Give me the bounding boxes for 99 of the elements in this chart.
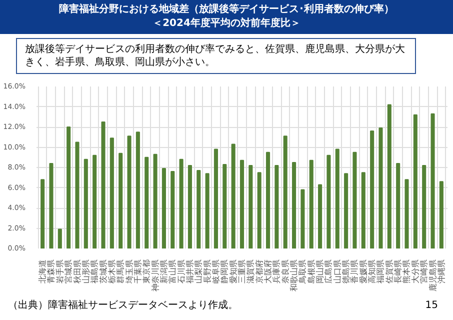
bar xyxy=(231,144,236,248)
x-tick-label: 愛知県 xyxy=(228,260,238,284)
bar xyxy=(274,164,279,248)
bar xyxy=(136,132,140,248)
bar xyxy=(101,121,106,248)
chart-title: 障害福祉分野における地域差（放課後等デイサービス･利用者数の伸び率） xyxy=(59,4,394,15)
x-tick-label: 香川県 xyxy=(350,260,360,284)
bar xyxy=(222,164,227,248)
x-tick-label: 茨城県 xyxy=(98,260,108,284)
bar xyxy=(396,162,400,248)
x-tick-label: 静岡県 xyxy=(220,260,230,284)
bar xyxy=(309,160,314,248)
bar xyxy=(144,156,149,248)
x-tick-label: 山梨県 xyxy=(194,260,204,284)
x-tick-label: 愛媛県 xyxy=(358,260,368,284)
bar xyxy=(266,152,270,248)
bar xyxy=(283,136,288,248)
bar xyxy=(84,158,88,248)
bar xyxy=(179,158,184,248)
bar xyxy=(335,148,340,248)
bar xyxy=(162,168,166,248)
bar xyxy=(326,154,331,248)
x-tick-label: 新潟県 xyxy=(159,260,168,284)
bar xyxy=(75,142,80,248)
x-tick-label: 鹿児島県 xyxy=(428,260,438,292)
x-tick-label: 北海道 xyxy=(38,260,48,284)
x-tick-label: 鳥取県 xyxy=(298,260,308,284)
x-tick-label: 埼玉県 xyxy=(124,260,134,284)
x-tick-label: 群馬県 xyxy=(116,260,126,284)
x-tick-label: 東京都 xyxy=(142,260,152,284)
bar xyxy=(370,130,374,248)
bar xyxy=(127,136,132,248)
x-tick-label: 福岡県 xyxy=(376,260,386,284)
bar xyxy=(58,228,62,248)
bar xyxy=(240,160,244,248)
x-tick-label: 長野県 xyxy=(202,260,212,284)
x-tick-label: 和歌山県 xyxy=(290,260,299,292)
x-tick-label: 宮城県 xyxy=(64,260,74,284)
bar xyxy=(214,148,218,248)
bar xyxy=(430,113,435,248)
x-tick-label: 富山県 xyxy=(168,260,178,284)
bar xyxy=(118,152,123,248)
bar xyxy=(422,164,426,248)
bar xyxy=(352,152,357,248)
x-tick-label: 徳島県 xyxy=(342,260,351,284)
bar xyxy=(387,104,392,248)
x-tick-label: 奈良県 xyxy=(280,260,290,284)
bar xyxy=(49,162,54,248)
bar xyxy=(205,173,210,248)
bar xyxy=(153,154,158,248)
x-tick-label: 兵庫県 xyxy=(272,260,282,284)
bar xyxy=(196,170,201,248)
x-tick-label: 佐賀県 xyxy=(384,260,394,284)
x-tick-label: 青森県 xyxy=(46,260,56,284)
bar xyxy=(378,128,383,248)
x-tick-label: 秋田県 xyxy=(72,260,82,284)
bar xyxy=(170,171,175,248)
x-tick-label: 三重県 xyxy=(238,260,246,284)
bar xyxy=(248,164,253,248)
x-tick-label: 山形県 xyxy=(81,260,90,284)
x-tick-label: 広島県 xyxy=(324,260,334,284)
x-tick-label: 宮崎県 xyxy=(420,260,429,284)
x-tick-label: 島根県 xyxy=(306,260,316,284)
bar xyxy=(40,179,45,248)
bar xyxy=(344,173,348,248)
bar xyxy=(188,164,192,248)
bar xyxy=(92,154,97,248)
bar xyxy=(257,172,262,248)
x-tick-label: 大阪府 xyxy=(264,260,273,284)
bar xyxy=(292,162,296,248)
text: 放課後等デイサービスの利用者数の伸び率でみると、佐賀県、鹿児島県、大分県が大きく、岩手県、鳥取県、岡山県が小さい。 xyxy=(16,38,416,74)
x-tick-label: 神奈川県 xyxy=(150,260,160,292)
bar xyxy=(300,189,305,248)
x-tick-label: 石川県 xyxy=(176,260,186,284)
bar xyxy=(439,181,444,248)
x-tick-label: 岐阜県 xyxy=(211,260,220,284)
x-tick-label: 熊本県 xyxy=(402,260,412,284)
x-tick-label: 滋賀県 xyxy=(246,260,256,284)
x-tick-label: 沖縄県 xyxy=(436,260,446,284)
bar xyxy=(110,138,114,248)
x-tick-label: 京都府 xyxy=(254,260,264,284)
x-tick-label: 福井県 xyxy=(185,260,194,284)
text: 15 xyxy=(425,299,438,313)
x-tick-label: 山口県 xyxy=(332,260,342,284)
x-tick-label: 高知県 xyxy=(368,260,377,284)
x-tick-label: 岩手県 xyxy=(55,260,64,284)
bar xyxy=(361,172,366,248)
x-tick-label: 岡山県 xyxy=(316,260,325,284)
bar xyxy=(66,126,71,248)
x-tick-label: 千葉県 xyxy=(133,260,142,284)
x-tick-label: 栃木県 xyxy=(107,260,116,284)
text: （出典）障害福祉サービスデータベースより作成。 xyxy=(8,299,238,313)
chart-subtitle: ＜2024年度平均の対前年度比＞ xyxy=(152,18,300,29)
bar xyxy=(404,179,409,248)
bar xyxy=(413,114,418,248)
x-tick-label: 長崎県 xyxy=(394,260,403,284)
x-tick-label: 大分県 xyxy=(410,260,420,284)
bar xyxy=(318,184,322,248)
x-tick-label: 福島県 xyxy=(90,260,100,284)
